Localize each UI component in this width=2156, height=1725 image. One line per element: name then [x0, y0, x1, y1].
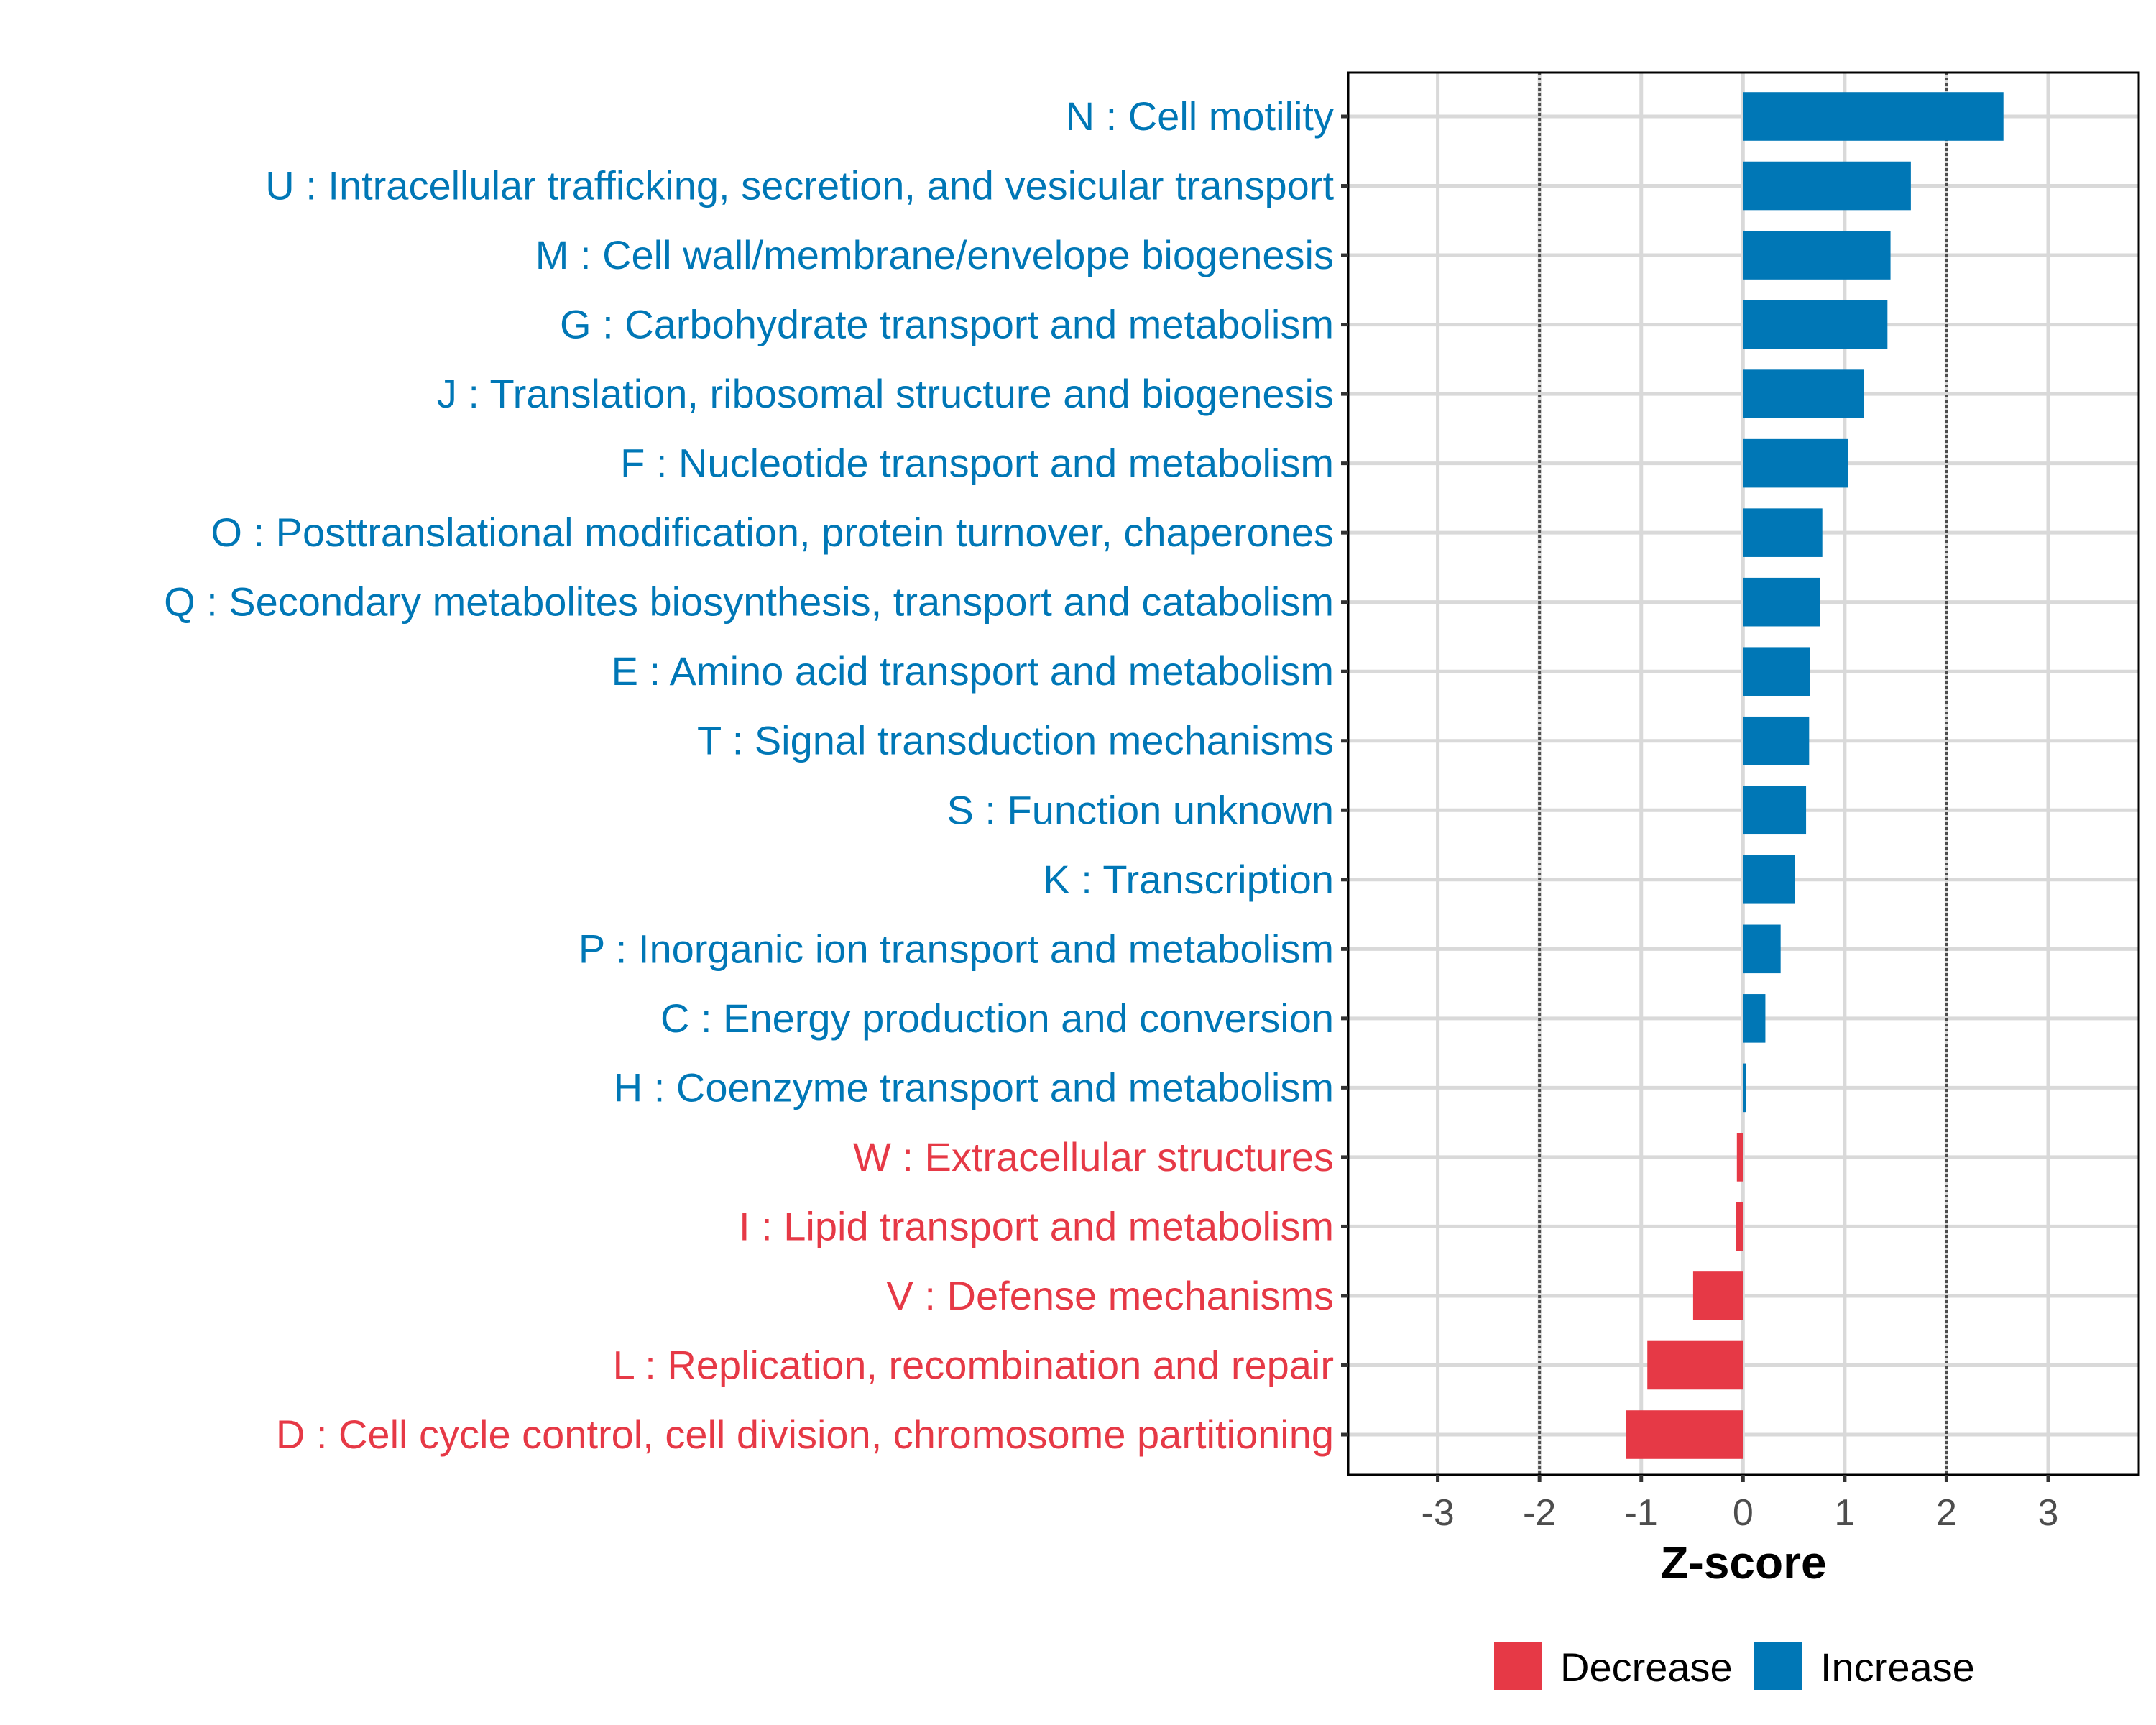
y-tick-label: D : Cell cycle control, cell division, c…	[276, 1412, 1334, 1457]
bar	[1743, 369, 1864, 418]
x-tick-label: 0	[1733, 1492, 1754, 1534]
y-tick-label: L : Replication, recombination and repai…	[613, 1342, 1334, 1387]
bar	[1743, 577, 1820, 627]
y-tick-label: K : Transcription	[1043, 857, 1334, 902]
x-axis: -3 -2 -1 0 1 2 3	[1421, 1475, 2058, 1534]
x-tick-label: -1	[1625, 1492, 1658, 1534]
bars	[1626, 92, 2004, 1459]
legend-label: Increase	[1820, 1644, 1975, 1690]
x-tick-label: -3	[1421, 1492, 1454, 1534]
bar	[1743, 994, 1766, 1043]
x-tick-label: 1	[1834, 1492, 1855, 1534]
y-tick-label: T : Signal transduction mechanisms	[697, 718, 1334, 763]
y-tick-label: U : Intracellular trafficking, secretion…	[265, 163, 1334, 208]
bar	[1743, 508, 1823, 557]
y-axis: N : Cell motility U : Intracellular traff…	[164, 93, 1348, 1457]
y-tick-label: O : Posttranslational modification, prot…	[211, 510, 1334, 555]
bar	[1626, 1410, 1743, 1459]
bar	[1736, 1133, 1743, 1182]
y-tick-label: E : Amino acid transport and metabolism	[612, 648, 1334, 694]
bar	[1647, 1340, 1743, 1390]
bar	[1743, 786, 1807, 835]
y-tick-label: N : Cell motility	[1066, 93, 1334, 139]
y-tick-label: C : Energy production and conversion	[660, 995, 1334, 1041]
legend-label: Decrease	[1560, 1644, 1733, 1690]
y-tick-label: H : Coenzyme transport and metabolism	[614, 1064, 1334, 1110]
x-tick-label: 2	[1936, 1492, 1957, 1534]
y-tick-label: F : Nucleotide transport and metabolism	[620, 441, 1334, 486]
bar	[1743, 300, 1888, 349]
y-tick-label: G : Carbohydrate transport and metabolis…	[560, 302, 1334, 347]
legend: Decrease Increase	[1494, 1642, 1975, 1690]
bar	[1692, 1271, 1743, 1320]
legend-swatch	[1494, 1642, 1542, 1690]
bar	[1743, 647, 1810, 696]
bar	[1743, 924, 1781, 974]
bar	[1743, 1063, 1746, 1113]
bar	[1743, 438, 1848, 488]
y-tick-label: V : Defense mechanisms	[887, 1273, 1334, 1318]
bar	[1743, 716, 1810, 765]
bar	[1743, 231, 1891, 280]
y-tick-label: W : Extracellular structures	[853, 1134, 1334, 1179]
x-tick-label: -2	[1523, 1492, 1556, 1534]
bar	[1743, 92, 2004, 141]
y-tick-label: J : Translation, ribosomal structure and…	[437, 371, 1334, 416]
y-tick-label: M : Cell wall/membrane/envelope biogenes…	[535, 232, 1334, 277]
x-tick-label: 3	[2038, 1492, 2059, 1534]
legend-swatch	[1754, 1642, 1802, 1690]
x-axis-title: Z-score	[1660, 1537, 1826, 1588]
bar	[1743, 161, 1911, 211]
y-tick-label: I : Lipid transport and metabolism	[739, 1203, 1334, 1248]
y-tick-label: P : Inorganic ion transport and metaboli…	[579, 926, 1334, 971]
bar	[1743, 855, 1795, 904]
bar	[1736, 1202, 1743, 1251]
reference-lines	[1538, 73, 1948, 1475]
y-tick-label: Q : Secondary metabolites biosynthesis, …	[164, 579, 1334, 625]
y-tick-label: S : Function unknown	[946, 787, 1334, 832]
